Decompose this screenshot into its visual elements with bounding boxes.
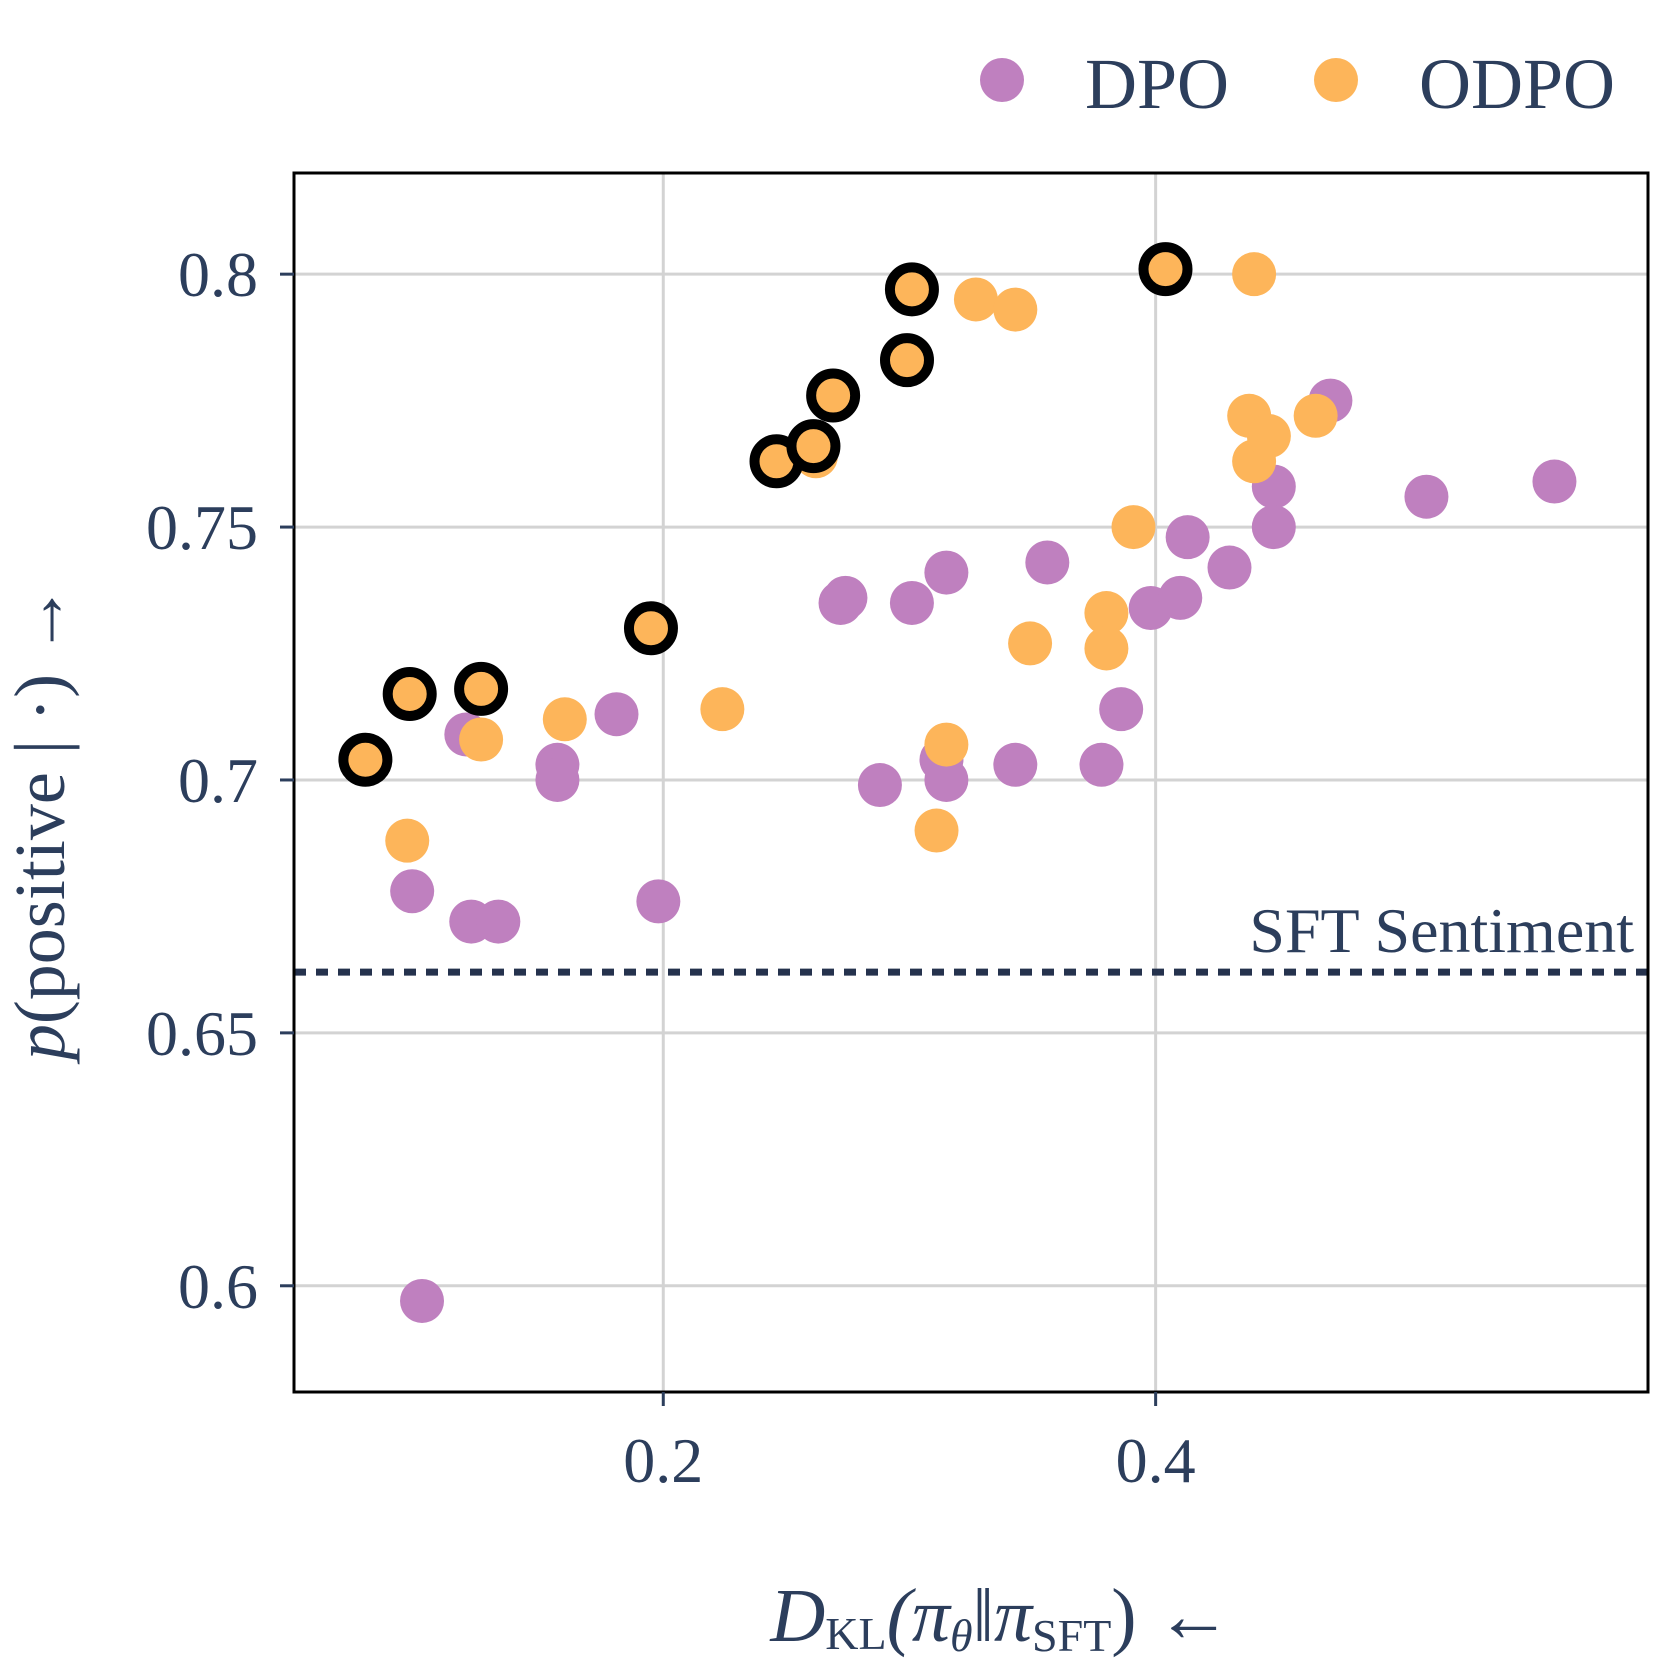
highlight-ring-6	[806, 368, 861, 423]
y-tick-label-2: 0.7	[178, 745, 258, 816]
point-dpo-14	[924, 757, 969, 802]
point-dpo-10	[823, 575, 868, 620]
y-axis-label: p(positive | ·) →	[0, 584, 80, 1065]
x-axis-label: DKL(πθ‖πSFT) ←	[769, 1574, 1231, 1661]
x-tick-label-1: 0.4	[1116, 1425, 1196, 1496]
point-odpo-23	[1232, 252, 1277, 297]
highlight-ring-8	[884, 262, 939, 317]
point-odpo-16	[953, 277, 998, 322]
point-odpo-15	[924, 722, 969, 767]
y-axis-ticks: 0.6 0.65 0.7 0.75 0.8	[146, 239, 294, 1322]
point-odpo-19	[1084, 591, 1129, 636]
point-dpo-4	[476, 899, 521, 944]
point-odpo-21	[1111, 505, 1156, 550]
y-tick-label-4: 0.8	[178, 239, 258, 310]
highlight-ring-0	[338, 732, 393, 787]
legend: DPO ODPO	[980, 44, 1615, 124]
point-odpo-14	[914, 808, 959, 853]
point-odpo-17	[993, 287, 1038, 332]
x-label-kl: KL	[825, 1608, 886, 1659]
point-odpo-5	[542, 697, 587, 742]
sft-reference-label: SFT Sentiment	[1249, 895, 1634, 966]
point-dpo-28	[1532, 459, 1577, 504]
point-dpo-18	[1079, 742, 1124, 787]
point-odpo-18	[1008, 621, 1053, 666]
highlight-ring-2	[454, 661, 509, 716]
point-dpo-12	[889, 580, 934, 625]
highlight-rings	[338, 242, 1193, 787]
x-axis-ticks: 0.2 0.4	[623, 1392, 1196, 1496]
point-dpo-7	[594, 692, 639, 737]
highlight-ring-9	[1138, 242, 1193, 297]
point-dpo-23	[1207, 545, 1252, 590]
point-dpo-19	[1099, 687, 1144, 732]
legend-marker-odpo	[1314, 58, 1358, 102]
x-label-body: (π	[887, 1574, 952, 1658]
point-dpo-27	[1404, 474, 1449, 519]
legend-label-odpo: ODPO	[1419, 44, 1615, 124]
plot-frame	[292, 171, 1650, 1394]
point-odpo-20	[1084, 626, 1129, 671]
point-odpo-27	[1293, 393, 1338, 438]
x-label-d: D	[769, 1574, 825, 1658]
point-odpo-4	[459, 717, 504, 762]
highlight-ring-1	[382, 666, 437, 721]
point-dpo-15	[924, 550, 969, 595]
point-dpo-25	[1251, 505, 1296, 550]
point-dpo-11	[857, 763, 902, 808]
point-odpo-7	[700, 687, 745, 732]
x-label-tail: ) ←	[1111, 1574, 1231, 1658]
y-tick-label-1: 0.65	[146, 998, 258, 1069]
highlight-ring-3	[623, 601, 678, 656]
point-dpo-1	[400, 1278, 445, 1323]
x-label-theta: θ	[950, 1610, 973, 1661]
point-odpo-1	[385, 818, 430, 863]
x-label-body2: ‖π	[973, 1574, 1034, 1658]
point-dpo-17	[1025, 540, 1070, 585]
y-tick-label-0: 0.6	[178, 1251, 258, 1322]
point-dpo-21	[1158, 575, 1203, 620]
point-dpo-16	[993, 742, 1038, 787]
point-dpo-22	[1165, 515, 1210, 560]
point-dpo-8	[636, 879, 681, 924]
point-dpo-0	[390, 869, 435, 914]
y-label-rest: (positive | ·) →	[0, 584, 80, 1024]
legend-marker-dpo	[980, 58, 1024, 102]
x-label-sft: SFT	[1032, 1610, 1111, 1661]
data-points	[343, 247, 1577, 1323]
highlight-ring-5	[786, 419, 841, 474]
legend-label-dpo: DPO	[1085, 44, 1229, 124]
reference-line-group: SFT Sentiment	[294, 895, 1648, 976]
y-label-p: p	[0, 1024, 80, 1065]
x-tick-label-0: 0.2	[623, 1425, 703, 1496]
highlight-ring-7	[879, 333, 934, 388]
point-odpo-26	[1246, 414, 1291, 459]
point-dpo-6	[535, 757, 580, 802]
y-tick-label-3: 0.75	[146, 492, 258, 563]
grid-lines	[294, 173, 1648, 1392]
